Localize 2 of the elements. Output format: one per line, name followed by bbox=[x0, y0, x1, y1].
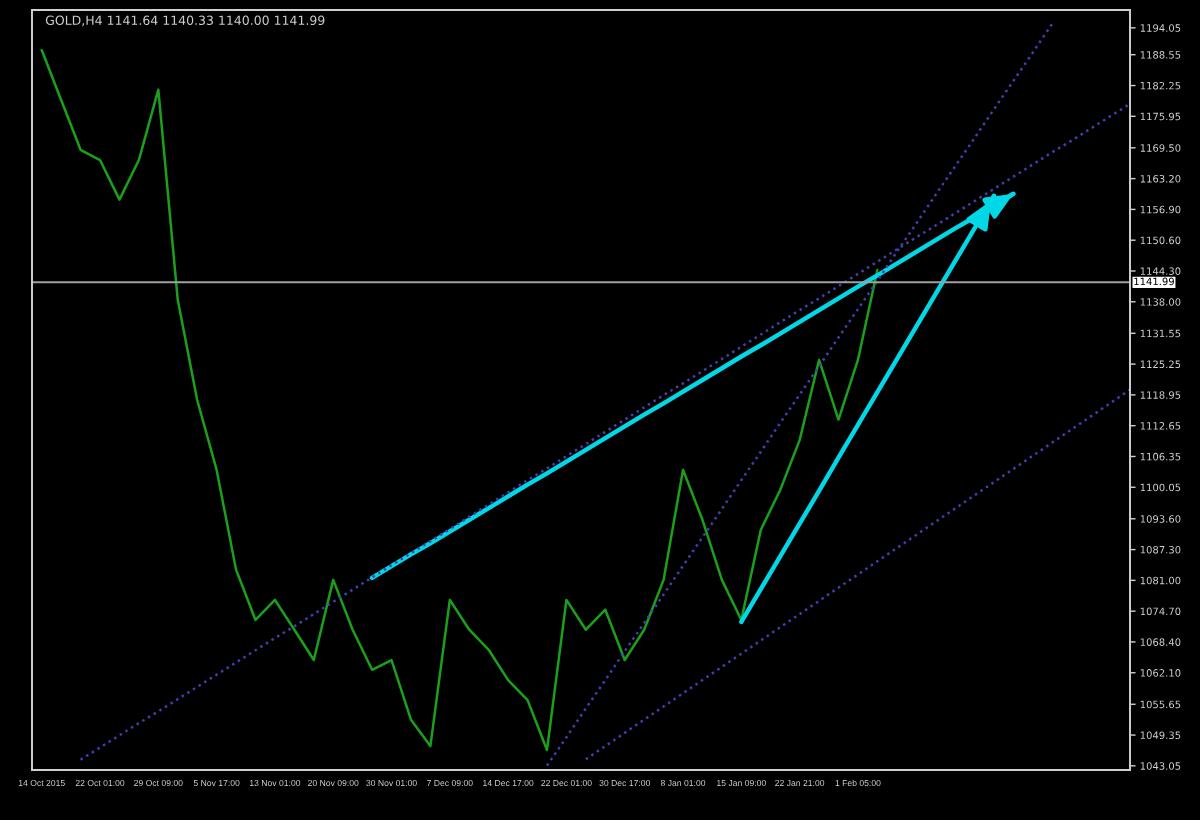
line-series bbox=[40, 48, 879, 752]
line-series bbox=[584, 388, 1130, 761]
